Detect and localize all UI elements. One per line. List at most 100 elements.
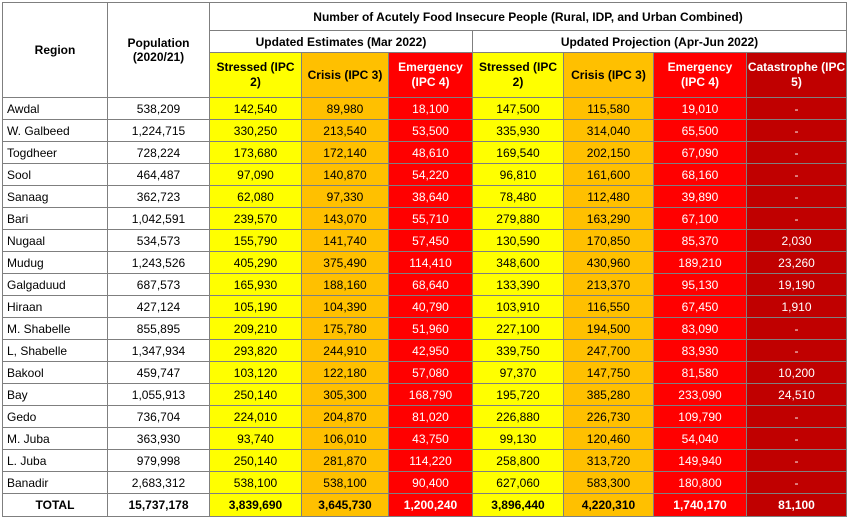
projected-emergency-cell: 189,210 <box>653 251 747 274</box>
current-stressed-cell: 209,210 <box>209 317 302 340</box>
current-crisis-cell: 104,390 <box>301 295 389 318</box>
projected-stressed-cell: 227,100 <box>472 317 564 340</box>
region-cell: Bari <box>2 207 108 230</box>
current-emergency-cell: 51,960 <box>388 317 473 340</box>
table-row: Bakool 459,747 103,120 122,180 57,080 97,370 1… <box>2 361 848 384</box>
table-row: Mudug 1,243,526 405,290 375,490 114,410 348,6… <box>2 251 848 274</box>
population-cell: 728,224 <box>107 141 210 164</box>
projected-crisis-cell: 583,300 <box>563 471 654 494</box>
projected-stressed-cell: 97,370 <box>472 361 564 384</box>
current-emergency-cell: 57,450 <box>388 229 473 252</box>
current-stressed-cell: 173,680 <box>209 141 302 164</box>
projected-stressed-cell: 99,130 <box>472 427 564 450</box>
projected-crisis-cell: 202,150 <box>563 141 654 164</box>
current-emergency-cell: 90,400 <box>388 471 473 494</box>
region-cell: Togdheer <box>2 141 108 164</box>
projected-crisis-cell: 161,600 <box>563 163 654 186</box>
current-emergency-cell: 53,500 <box>388 119 473 142</box>
current-emergency-header: Emergency (IPC 4) <box>388 52 473 98</box>
projected-emergency-cell: 39,890 <box>653 185 747 208</box>
projected-stressed-cell: 226,880 <box>472 405 564 428</box>
projected-catastrophe-cell: 24,510 <box>745 383 848 406</box>
current-emergency-cell: 68,640 <box>388 273 473 296</box>
projected-emergency-cell: 19,010 <box>653 97 747 120</box>
current-crisis-cell: 89,980 <box>301 97 389 120</box>
projected-catastrophe-cell: 23,260 <box>745 251 848 274</box>
projected-emergency-cell: 83,090 <box>653 317 747 340</box>
total-row: TOTAL 15,737,178 3,839,690 3,645,730 1,200,2… <box>2 493 848 517</box>
projected-crisis-cell: 116,550 <box>563 295 654 318</box>
projected-catastrophe-cell: - <box>745 163 848 186</box>
table-row: Bay 1,055,913 250,140 305,300 168,790 195,720… <box>2 383 848 406</box>
projected-crisis-cell: 170,850 <box>563 229 654 252</box>
projected-crisis-cell: 314,040 <box>563 119 654 142</box>
population-cell: 687,573 <box>107 273 210 296</box>
current-emergency-cell: 40,790 <box>388 295 473 318</box>
projected-stressed-cell: 339,750 <box>472 339 564 362</box>
current-crisis-cell: 141,740 <box>301 229 389 252</box>
current-crisis-cell: 143,070 <box>301 207 389 230</box>
projected-emergency-cell: 65,500 <box>653 119 747 142</box>
current-crisis-cell: 175,780 <box>301 317 389 340</box>
current-emergency-cell: 54,220 <box>388 163 473 186</box>
projected-catastrophe-cell: 1,910 <box>745 295 848 318</box>
projected-catastrophe-cell: - <box>745 471 848 494</box>
current-stressed-cell: 93,740 <box>209 427 302 450</box>
table-row: Gedo 736,704 224,010 204,870 81,020 226,880 22… <box>2 405 848 428</box>
projected-stressed-cell: 279,880 <box>472 207 564 230</box>
projected-emergency-cell: 67,100 <box>653 207 747 230</box>
current-crisis-cell: 106,010 <box>301 427 389 450</box>
projected-stressed-cell: 133,390 <box>472 273 564 296</box>
current-emergency-cell: 57,080 <box>388 361 473 384</box>
projected-crisis-cell: 194,500 <box>563 317 654 340</box>
current-stressed-cell: 239,570 <box>209 207 302 230</box>
projected-catastrophe-cell: 19,190 <box>745 273 848 296</box>
projected-emergency-cell: 233,090 <box>653 383 747 406</box>
projected-catastrophe-cell: - <box>745 185 848 208</box>
projected-stressed-cell: 348,600 <box>472 251 564 274</box>
current-crisis-header: Crisis (IPC 3) <box>301 52 389 98</box>
total-projected-stressed-cell: 3,896,440 <box>472 493 564 517</box>
table-row: M. Shabelle 855,895 209,210 175,780 51,960 22… <box>2 317 848 340</box>
projection-header: Updated Projection (Apr-Jun 2022) <box>471 30 848 53</box>
population-header: Population (2020/21) <box>107 2 210 98</box>
population-cell: 427,124 <box>107 295 210 318</box>
region-cell: M. Shabelle <box>2 317 108 340</box>
projected-crisis-cell: 115,580 <box>563 97 654 120</box>
projected-emergency-cell: 95,130 <box>653 273 747 296</box>
projected-crisis-cell: 112,480 <box>563 185 654 208</box>
total-population-cell: 15,737,178 <box>107 493 210 517</box>
population-cell: 538,209 <box>107 97 210 120</box>
population-cell: 1,042,591 <box>107 207 210 230</box>
current-crisis-cell: 140,870 <box>301 163 389 186</box>
table-row: M. Juba 363,930 93,740 106,010 43,750 99,130 1… <box>2 427 848 450</box>
total-projected-crisis-cell: 4,220,310 <box>563 493 654 517</box>
current-emergency-cell: 114,220 <box>388 449 473 472</box>
current-crisis-cell: 375,490 <box>301 251 389 274</box>
population-cell: 1,347,934 <box>107 339 210 362</box>
projected-emergency-cell: 109,790 <box>653 405 747 428</box>
region-cell: L. Juba <box>2 449 108 472</box>
projected-catastrophe-cell: - <box>745 97 848 120</box>
current-crisis-cell: 204,870 <box>301 405 389 428</box>
current-crisis-cell: 172,140 <box>301 141 389 164</box>
current-stressed-cell: 142,540 <box>209 97 302 120</box>
population-cell: 1,055,913 <box>107 383 210 406</box>
projected-stressed-cell: 195,720 <box>472 383 564 406</box>
projected-crisis-cell: 213,370 <box>563 273 654 296</box>
projected-catastrophe-cell: - <box>745 207 848 230</box>
projected-crisis-cell: 226,730 <box>563 405 654 428</box>
current-crisis-cell: 97,330 <box>301 185 389 208</box>
projected-stressed-cell: 258,800 <box>472 449 564 472</box>
current-crisis-cell: 244,910 <box>301 339 389 362</box>
table-row: Galgaduud 687,573 165,930 188,160 68,640 133,… <box>2 273 848 296</box>
projected-emergency-cell: 54,040 <box>653 427 747 450</box>
current-stressed-cell: 105,190 <box>209 295 302 318</box>
total-current-emergency-cell: 1,200,240 <box>388 493 473 517</box>
projected-stressed-cell: 130,590 <box>472 229 564 252</box>
population-cell: 1,224,715 <box>107 119 210 142</box>
projected-catastrophe-cell: - <box>745 405 848 428</box>
total-current-stressed-cell: 3,839,690 <box>209 493 302 517</box>
population-cell: 534,573 <box>107 229 210 252</box>
